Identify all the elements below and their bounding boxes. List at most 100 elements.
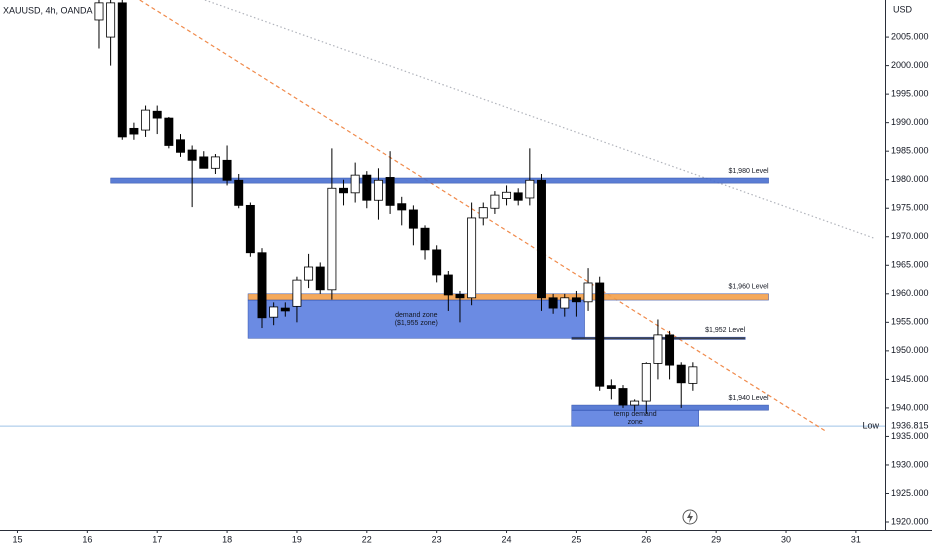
y-tick-label: 1995.000 — [891, 89, 929, 99]
candle-body — [129, 127, 139, 135]
candle-body — [245, 204, 255, 254]
candle-body — [525, 179, 535, 199]
candle-body — [478, 207, 488, 219]
candle-body — [583, 282, 593, 303]
candle-body — [280, 307, 290, 312]
candle-body — [397, 203, 407, 211]
candle-body — [269, 306, 279, 318]
zone-text: demand zone — [395, 312, 438, 319]
y-tick-label: 1925.000 — [891, 488, 929, 498]
candle-body — [315, 266, 325, 291]
candle-body — [641, 363, 651, 402]
zone-label: $1,952 Level — [705, 327, 746, 334]
zone-text: zone — [628, 419, 643, 426]
candle-body — [304, 266, 314, 281]
y-tick-label: 1985.000 — [891, 146, 929, 156]
candle-body — [420, 227, 430, 251]
candle-body — [350, 174, 360, 194]
x-tick-label: 25 — [571, 534, 581, 544]
candle-body — [560, 297, 570, 309]
candle-body — [502, 191, 512, 199]
x-tick-label: 15 — [12, 534, 22, 544]
zone — [571, 409, 699, 427]
y-tick-label: 2000.000 — [891, 60, 929, 70]
replay-icon[interactable] — [682, 509, 698, 525]
candle-body — [606, 385, 616, 389]
candle-body — [630, 400, 640, 406]
zone — [247, 293, 769, 301]
x-tick-label: 31 — [851, 534, 861, 544]
candle-body — [432, 249, 442, 276]
candle-body — [234, 179, 244, 206]
y-tick-label: 1980.000 — [891, 174, 929, 184]
candle-body — [117, 2, 127, 138]
candle-body — [653, 334, 663, 364]
x-tick-label: 19 — [292, 534, 302, 544]
y-tick-label: 1965.000 — [891, 260, 929, 270]
x-tick-label: 22 — [362, 534, 372, 544]
candle-body — [688, 366, 698, 384]
trendline — [139, 0, 828, 433]
y-tick-label: 1935.000 — [891, 431, 929, 441]
x-tick-label: 24 — [502, 534, 512, 544]
y-axis-label: USD — [893, 4, 913, 14]
chart-title: XAUUSD, 4h, OANDA — [3, 5, 93, 15]
candle-body — [94, 2, 104, 21]
x-tick-label: 26 — [641, 534, 651, 544]
y-tick-label: 1955.000 — [891, 317, 929, 327]
y-tick-label: 1940.000 — [891, 402, 929, 412]
candle-body — [362, 174, 372, 201]
candle-body — [373, 179, 383, 201]
y-tick-label: 1945.000 — [891, 374, 929, 384]
candle-body — [176, 139, 185, 153]
candle-body — [187, 149, 197, 161]
candle-body — [443, 274, 453, 296]
candle-body — [467, 217, 477, 299]
low-label: Low — [862, 420, 879, 430]
candle-body — [385, 177, 395, 206]
candle-body — [618, 388, 628, 406]
y-tick-label: 1975.000 — [891, 203, 929, 213]
candle-body — [571, 297, 581, 303]
candle-body — [548, 297, 558, 309]
y-tick-label: 1950.000 — [891, 345, 929, 355]
y-tick-label: 1970.000 — [891, 231, 929, 241]
zone-text: temp demand — [614, 411, 657, 418]
zone-text: ($1,955 zone) — [395, 320, 438, 327]
candle-body — [106, 2, 116, 38]
zone — [571, 404, 769, 411]
candle-body — [408, 209, 418, 229]
candle-body — [222, 159, 232, 181]
zone-label: $1,980 Level — [728, 168, 769, 175]
candle-body — [665, 334, 675, 366]
candle-body — [490, 194, 500, 209]
x-tick-label: 16 — [82, 534, 92, 544]
y-tick-label: 1920.000 — [891, 516, 929, 526]
candle-body — [152, 110, 162, 119]
candle-body — [595, 282, 605, 387]
x-tick-label: 30 — [781, 534, 791, 544]
candle-body — [513, 192, 523, 201]
zone-label: $1,960 Level — [728, 284, 769, 291]
candle-body — [141, 109, 151, 131]
candle-body — [164, 117, 174, 146]
zone — [110, 177, 769, 184]
x-tick-label: 29 — [711, 534, 721, 544]
y-tick-label: 1990.000 — [891, 117, 929, 127]
candle-body — [257, 252, 267, 319]
candle-body — [676, 364, 686, 384]
candle-body — [292, 279, 302, 307]
y-tick-label: 1960.000 — [891, 288, 929, 298]
y-tick-label: 2005.000 — [891, 31, 929, 41]
low-value-label: 1936.815 — [891, 420, 929, 430]
candle-body — [537, 179, 546, 299]
y-tick-label: 1930.000 — [891, 459, 929, 469]
x-tick-label: 17 — [152, 534, 162, 544]
candle-body — [455, 293, 465, 299]
x-tick-label: 18 — [222, 534, 232, 544]
candle-body — [210, 156, 220, 169]
zone — [247, 299, 585, 339]
zone-label: $1,940 Level — [728, 395, 769, 402]
